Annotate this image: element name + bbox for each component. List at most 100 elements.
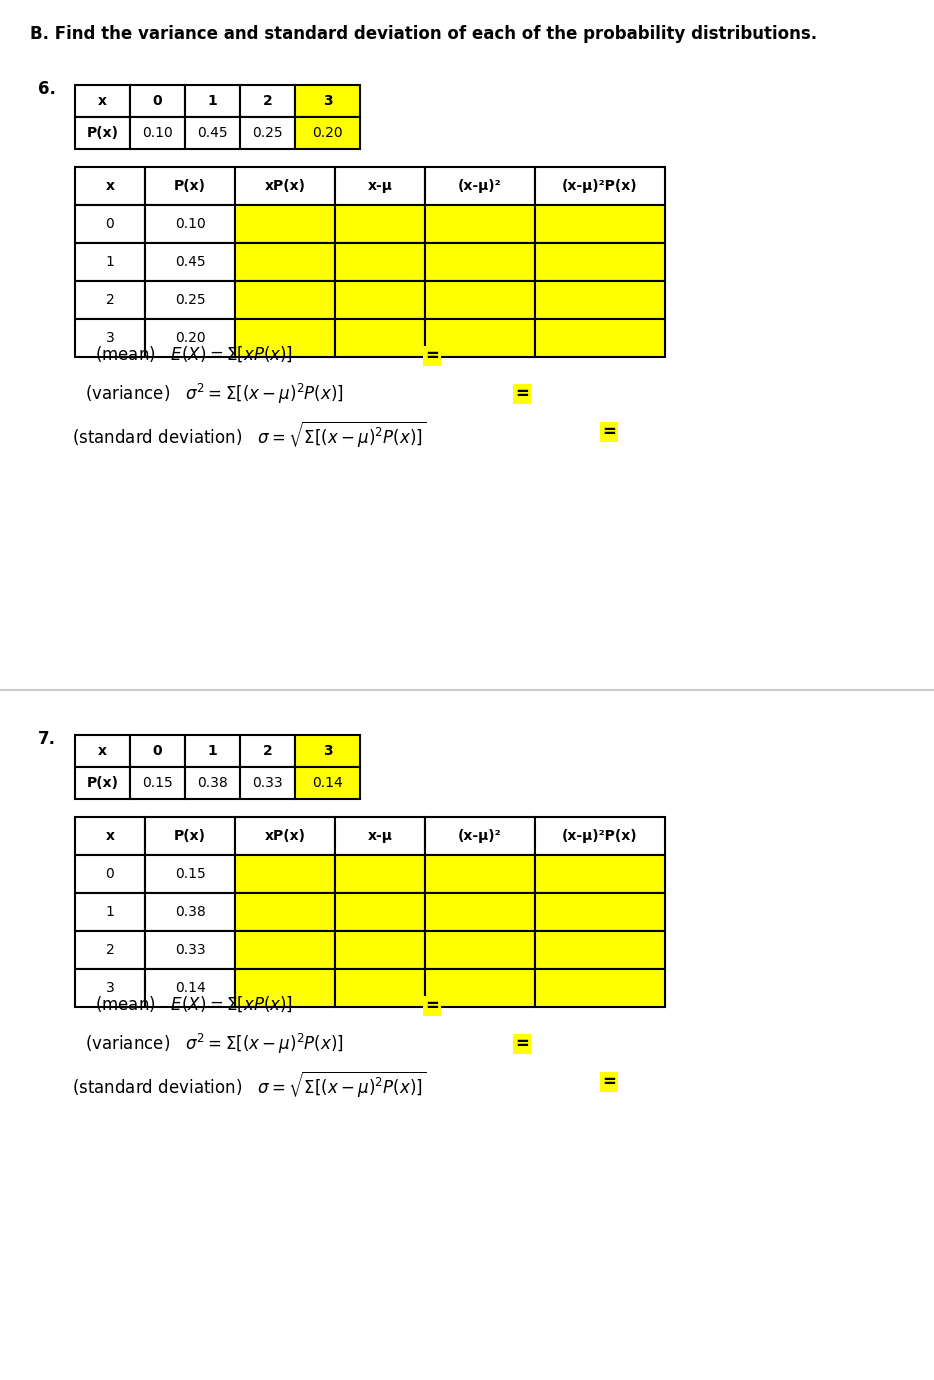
Text: (standard deviation)   $\sigma = \sqrt{\Sigma[(x - \mu)^2P(x)]}$: (standard deviation) $\sigma = \sqrt{\Si…: [72, 420, 426, 450]
Text: x-μ: x-μ: [368, 829, 392, 843]
FancyBboxPatch shape: [513, 1034, 531, 1054]
Text: 1: 1: [207, 744, 218, 758]
FancyBboxPatch shape: [335, 206, 425, 243]
FancyBboxPatch shape: [295, 767, 360, 799]
Text: 2: 2: [262, 94, 273, 108]
FancyBboxPatch shape: [535, 243, 665, 282]
FancyBboxPatch shape: [235, 893, 335, 932]
Text: 3: 3: [322, 94, 333, 108]
Text: =: =: [515, 1035, 529, 1053]
Text: (variance)   $\sigma^2 = \Sigma[(x - \mu)^2P(x)]$: (variance) $\sigma^2 = \Sigma[(x - \mu)^…: [85, 382, 344, 406]
FancyBboxPatch shape: [335, 969, 425, 1007]
FancyBboxPatch shape: [425, 206, 535, 243]
FancyBboxPatch shape: [600, 422, 618, 442]
FancyBboxPatch shape: [75, 243, 145, 282]
FancyBboxPatch shape: [535, 817, 665, 856]
Text: 0: 0: [152, 744, 163, 758]
FancyBboxPatch shape: [423, 346, 441, 366]
Text: xP(x): xP(x): [264, 829, 305, 843]
FancyBboxPatch shape: [425, 319, 535, 357]
FancyBboxPatch shape: [145, 856, 235, 893]
Text: x: x: [98, 744, 107, 758]
Text: 0: 0: [106, 867, 114, 880]
Text: (variance)   $\sigma^2 = \Sigma[(x - \mu)^2P(x)]$: (variance) $\sigma^2 = \Sigma[(x - \mu)^…: [85, 1032, 344, 1056]
Text: 2: 2: [262, 744, 273, 758]
FancyBboxPatch shape: [335, 167, 425, 206]
Text: 2: 2: [106, 943, 114, 956]
FancyBboxPatch shape: [425, 856, 535, 893]
FancyBboxPatch shape: [335, 817, 425, 856]
FancyBboxPatch shape: [235, 282, 335, 319]
Text: (x-μ)²: (x-μ)²: [459, 179, 502, 193]
FancyBboxPatch shape: [235, 319, 335, 357]
FancyBboxPatch shape: [145, 282, 235, 319]
FancyBboxPatch shape: [235, 206, 335, 243]
Text: 0.33: 0.33: [252, 776, 283, 789]
FancyBboxPatch shape: [235, 932, 335, 969]
Text: (x-μ)²: (x-μ)²: [459, 829, 502, 843]
Text: 0.15: 0.15: [175, 867, 205, 880]
FancyBboxPatch shape: [145, 932, 235, 969]
FancyBboxPatch shape: [235, 167, 335, 206]
Text: 0.10: 0.10: [142, 126, 173, 139]
Text: P(x): P(x): [174, 829, 206, 843]
Text: x: x: [106, 829, 115, 843]
FancyBboxPatch shape: [335, 932, 425, 969]
FancyBboxPatch shape: [535, 893, 665, 932]
FancyBboxPatch shape: [145, 893, 235, 932]
FancyBboxPatch shape: [145, 243, 235, 282]
FancyBboxPatch shape: [235, 817, 335, 856]
FancyBboxPatch shape: [75, 817, 145, 856]
FancyBboxPatch shape: [535, 969, 665, 1007]
Text: 6.: 6.: [38, 80, 56, 98]
FancyBboxPatch shape: [335, 282, 425, 319]
FancyBboxPatch shape: [145, 319, 235, 357]
FancyBboxPatch shape: [425, 243, 535, 282]
Text: 0.14: 0.14: [175, 981, 205, 995]
FancyBboxPatch shape: [145, 167, 235, 206]
FancyBboxPatch shape: [535, 206, 665, 243]
FancyBboxPatch shape: [240, 736, 295, 767]
Text: 0.25: 0.25: [252, 126, 283, 139]
Text: 0.45: 0.45: [197, 126, 228, 139]
FancyBboxPatch shape: [75, 206, 145, 243]
FancyBboxPatch shape: [535, 932, 665, 969]
Text: 3: 3: [106, 981, 114, 995]
Text: (x-μ)²P(x): (x-μ)²P(x): [562, 179, 638, 193]
FancyBboxPatch shape: [75, 932, 145, 969]
FancyBboxPatch shape: [535, 856, 665, 893]
FancyBboxPatch shape: [75, 893, 145, 932]
Text: 0.20: 0.20: [175, 331, 205, 345]
Text: 7.: 7.: [38, 730, 56, 748]
Text: 0.38: 0.38: [175, 905, 205, 919]
FancyBboxPatch shape: [335, 243, 425, 282]
FancyBboxPatch shape: [240, 767, 295, 799]
Text: 1: 1: [106, 905, 115, 919]
Text: x: x: [98, 94, 107, 108]
FancyBboxPatch shape: [295, 117, 360, 149]
Text: x: x: [106, 179, 115, 193]
FancyBboxPatch shape: [425, 969, 535, 1007]
Text: 0: 0: [106, 217, 114, 230]
FancyBboxPatch shape: [75, 767, 130, 799]
FancyBboxPatch shape: [235, 969, 335, 1007]
FancyBboxPatch shape: [185, 767, 240, 799]
FancyBboxPatch shape: [75, 117, 130, 149]
FancyBboxPatch shape: [145, 206, 235, 243]
FancyBboxPatch shape: [425, 932, 535, 969]
FancyBboxPatch shape: [235, 243, 335, 282]
FancyBboxPatch shape: [423, 996, 441, 1016]
Text: 2: 2: [106, 293, 114, 306]
FancyBboxPatch shape: [130, 767, 185, 799]
FancyBboxPatch shape: [75, 86, 130, 117]
Text: 0.45: 0.45: [175, 255, 205, 269]
FancyBboxPatch shape: [425, 167, 535, 206]
Text: 0.25: 0.25: [175, 293, 205, 306]
Text: P(x): P(x): [174, 179, 206, 193]
Text: =: =: [515, 385, 529, 403]
Text: =: =: [425, 346, 439, 364]
FancyBboxPatch shape: [130, 117, 185, 149]
Text: 0.38: 0.38: [197, 776, 228, 789]
FancyBboxPatch shape: [535, 167, 665, 206]
Text: 0.15: 0.15: [142, 776, 173, 789]
